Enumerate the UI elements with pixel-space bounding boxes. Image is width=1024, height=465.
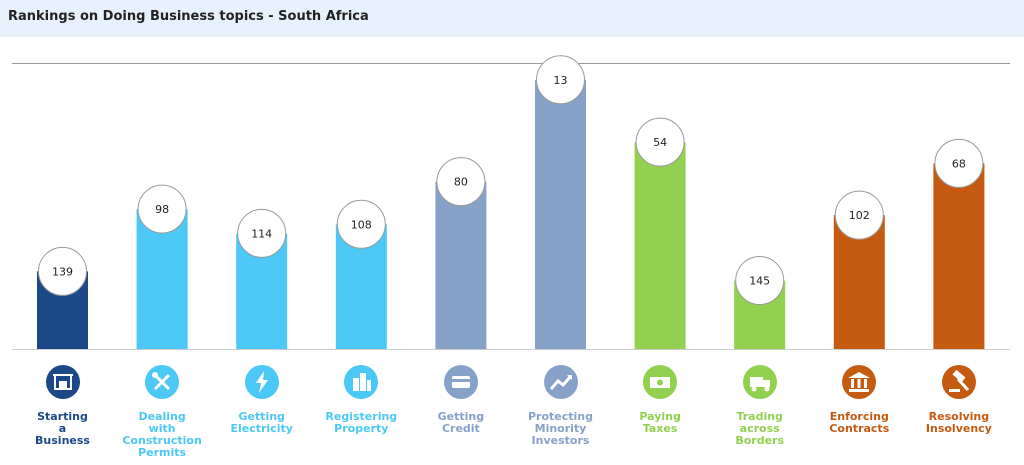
category-label-line: Business	[35, 434, 90, 447]
category-label-line: across	[739, 422, 780, 435]
category-label-line: Paying	[639, 410, 681, 423]
category-label-line: Resolving	[928, 410, 990, 423]
gavel-icon	[941, 364, 977, 400]
value-bubble	[536, 55, 585, 105]
value-bubble	[436, 157, 486, 207]
chart-top-border	[12, 63, 1010, 64]
data-label: 145	[749, 275, 770, 288]
category-label-line: Dealing	[138, 410, 186, 423]
bar	[535, 79, 586, 349]
tools-icon	[144, 364, 180, 400]
category-label: Protecting Minority Investors	[511, 411, 611, 447]
title-bar: Rankings on Doing Business topics - Sout…	[0, 0, 1024, 37]
data-label: 68	[952, 157, 966, 170]
page-title: Rankings on Doing Business topics - Sout…	[8, 9, 369, 24]
data-label: 80	[454, 176, 468, 189]
category-label-line: Protecting	[527, 410, 594, 423]
category-label-line: Credit	[441, 422, 480, 435]
data-label: 54	[653, 136, 667, 149]
category-label-line: Registering	[325, 410, 398, 423]
bar	[435, 181, 487, 349]
category-label: Enforcing Contracts	[809, 411, 909, 435]
category-label-line: Contracts	[829, 422, 890, 435]
value-bubble	[336, 199, 386, 249]
data-label: 102	[849, 209, 870, 222]
data-label: 114	[251, 227, 272, 240]
value-bubble	[635, 117, 685, 167]
courthouse-icon	[841, 364, 877, 400]
category-label-line: with	[148, 422, 176, 435]
category-label-line: Electricity	[230, 422, 293, 435]
category-label-line: Insolvency	[925, 422, 992, 435]
bar	[933, 163, 985, 349]
category-label: Registering Property	[311, 411, 411, 435]
category-label: Resolving Insolvency	[909, 411, 1009, 435]
category-label-line: Permits	[138, 446, 187, 459]
category-label: Starting a Business	[13, 411, 113, 447]
data-label: 13	[554, 74, 568, 87]
category-label-line: Trading	[736, 410, 783, 423]
category-label-line: Getting	[238, 410, 285, 423]
trend-up-icon	[543, 364, 579, 400]
category-label: Getting Electricity	[212, 411, 312, 435]
category-label: Trading across Borders	[710, 411, 810, 447]
category-label: Dealing with Construction Permits	[112, 411, 212, 459]
category-label-line: Investors	[531, 434, 590, 447]
value-bubble	[834, 190, 884, 240]
category-label-line: Property	[334, 422, 389, 435]
data-label: 98	[155, 203, 169, 216]
value-bubble	[38, 246, 87, 296]
value-bubble	[735, 256, 785, 306]
category-label-line: Construction	[122, 434, 202, 447]
data-label: 139	[52, 265, 73, 278]
bar	[634, 142, 686, 349]
category-label-line: Minority	[534, 422, 587, 435]
building-icon	[45, 364, 81, 400]
category-label-line: Enforcing	[829, 410, 889, 423]
value-bubble	[137, 184, 187, 234]
money-icon	[642, 364, 678, 400]
category-label-line: Starting	[37, 410, 88, 423]
credit-card-icon	[443, 364, 479, 400]
value-bubble	[934, 138, 984, 188]
category-label-line: Taxes	[642, 422, 678, 435]
truck-icon	[742, 364, 778, 400]
category-label: Getting Credit	[411, 411, 511, 435]
category-label-line: a	[58, 422, 67, 435]
buildings-icon	[343, 364, 379, 400]
value-bubble	[237, 208, 287, 258]
category-label-line: Getting	[437, 410, 485, 423]
category-label-line: Borders	[735, 434, 785, 447]
data-label: 108	[351, 218, 372, 231]
lightning-icon	[244, 364, 280, 400]
category-label: Paying Taxes	[610, 411, 710, 435]
